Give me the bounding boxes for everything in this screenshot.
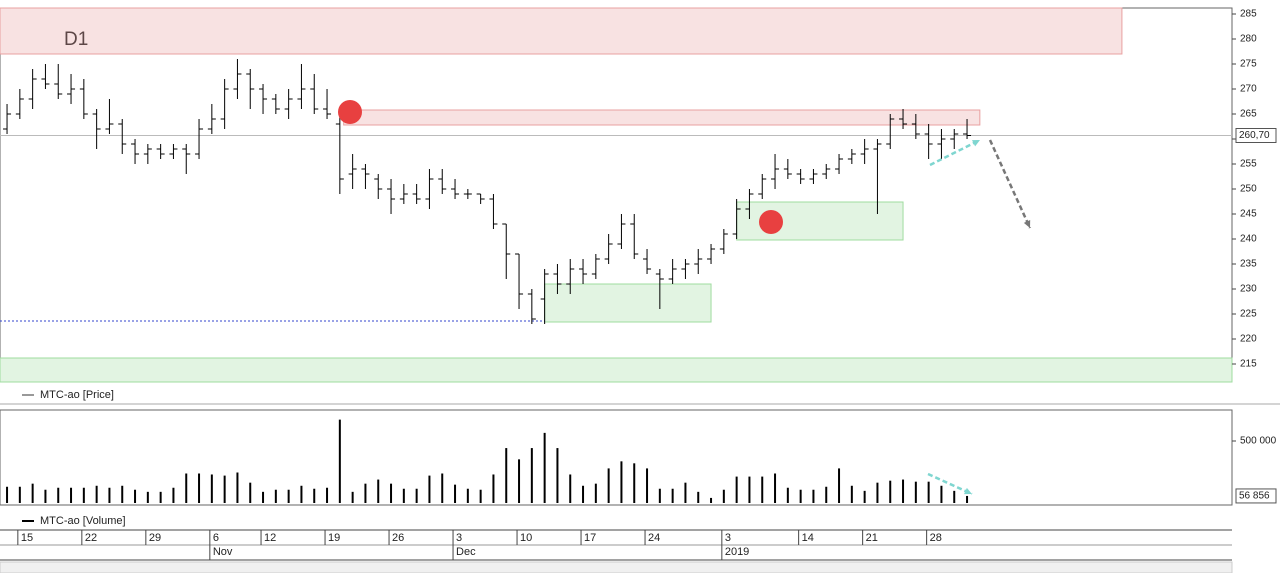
month-label: 2019 [725,546,749,558]
arrow-head [1023,220,1031,228]
x-tick-label: 19 [328,532,340,544]
y-tick-label: 285 [1240,9,1257,20]
y-tick-label: 270 [1240,84,1257,95]
x-tick-label: 3 [725,532,731,544]
marker [759,210,783,234]
last-volume-label: 56 856 [1239,491,1270,502]
x-tick-label: 29 [149,532,161,544]
y-tick-label: 250 [1240,184,1257,195]
x-tick-label: 28 [930,532,942,544]
timeframe-label: D1 [64,29,88,50]
y-tick-label: 235 [1240,259,1257,270]
volume-panel [0,409,1233,506]
annotations [338,100,1032,496]
y-tick-label: 225 [1240,309,1257,320]
month-label: Nov [213,546,233,558]
x-tick-label: 10 [520,532,532,544]
x-tick-label: 15 [21,532,33,544]
arrow [927,472,973,496]
y-tick-label: 275 [1240,59,1257,70]
arrow-head [972,140,980,147]
month-label: Dec [456,546,476,558]
y-tick-label: 255 [1240,159,1257,170]
last-volume-box [1235,488,1277,504]
arrow-head [964,487,972,495]
volume-legend: MTC-ao [Volume] [40,515,126,527]
zone [544,283,712,323]
x-tick-label: 12 [264,532,276,544]
zone [0,7,1123,55]
x-tick-label: 6 [213,532,219,544]
price-legend: MTC-ao [Price] [40,389,114,401]
y-tick-label: 500 000 [1240,436,1277,447]
arrow [988,139,1032,229]
y-tick-label: 220 [1240,334,1257,345]
zone [0,357,1233,383]
y-tick-label: 245 [1240,209,1257,220]
zone [343,109,981,126]
arrow [929,138,981,167]
price-panel [0,7,1233,383]
x-tick-label: 21 [866,532,878,544]
x-tick-label: 22 [85,532,97,544]
scrollbar[interactable] [0,561,1233,573]
y-tick-label: 230 [1240,284,1257,295]
last-price-box [1235,128,1277,143]
x-tick-label: 3 [456,532,462,544]
y-tick-label: 265 [1240,109,1257,120]
x-tick-label: 26 [392,532,404,544]
last-price-label: 260,70 [1239,130,1270,141]
y-tick-label: 240 [1240,234,1257,245]
y-tick-label: 215 [1240,359,1257,370]
x-tick-label: 14 [802,532,814,544]
x-tick-label: 24 [648,532,660,544]
y-tick-label: 280 [1240,34,1257,45]
marker [338,100,362,124]
zone [736,201,904,241]
x-tick-label: 17 [584,532,596,544]
